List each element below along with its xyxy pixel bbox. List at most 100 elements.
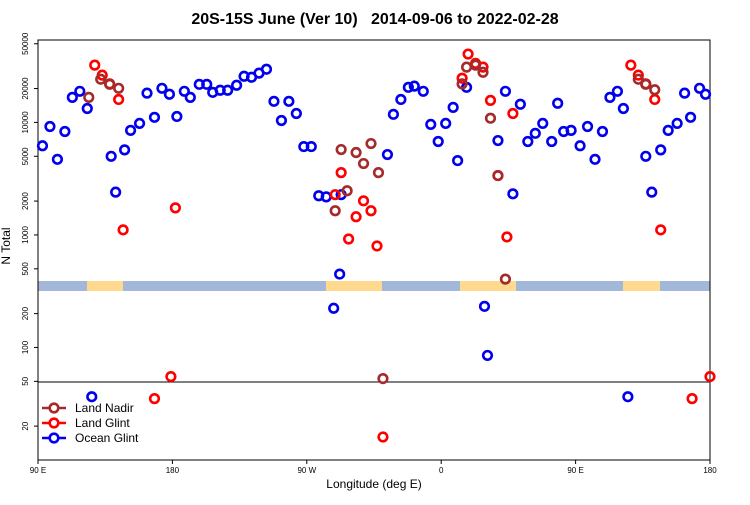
point [357, 195, 370, 207]
point [581, 120, 594, 133]
point [537, 117, 549, 130]
point [460, 61, 473, 73]
point [684, 111, 697, 123]
point [522, 135, 534, 148]
point [402, 81, 414, 93]
point [596, 125, 609, 138]
point [334, 268, 346, 280]
y-tick-label: 2000 [21, 192, 30, 210]
point [395, 93, 407, 106]
point [589, 153, 601, 165]
x-tick-label: 180 [703, 466, 717, 475]
point [335, 143, 347, 156]
point [335, 167, 347, 179]
y-tick-label: 500 [21, 262, 30, 276]
y-tick-label: 20 [21, 421, 30, 430]
point [574, 140, 586, 152]
point [113, 93, 125, 106]
point [357, 157, 370, 170]
point [640, 78, 652, 90]
point [341, 185, 353, 197]
point [231, 79, 243, 91]
point [456, 78, 468, 90]
point [83, 91, 95, 103]
point [671, 117, 683, 130]
point [408, 80, 420, 92]
point [632, 73, 644, 85]
point [432, 135, 444, 148]
point [141, 87, 153, 99]
point [163, 88, 176, 100]
point [481, 349, 494, 362]
point [492, 134, 504, 147]
point [66, 91, 78, 103]
legend-label: Land Nadir [75, 401, 134, 415]
point [377, 431, 389, 443]
point [499, 85, 512, 97]
point [514, 98, 526, 110]
point [655, 144, 667, 156]
point [156, 82, 168, 94]
point [662, 124, 674, 136]
point [649, 84, 661, 96]
point [649, 93, 661, 106]
point [350, 146, 362, 159]
point [133, 117, 146, 130]
y-tick-label: 1000 [21, 225, 30, 243]
point [305, 140, 317, 153]
point [171, 110, 183, 123]
point [268, 95, 280, 107]
point [89, 59, 101, 71]
point [440, 117, 452, 130]
point [119, 144, 131, 156]
point [552, 97, 564, 109]
point [275, 114, 288, 127]
point [81, 102, 93, 115]
point [320, 191, 332, 203]
point [95, 73, 107, 85]
point [632, 69, 644, 81]
point [350, 211, 362, 223]
legend-marker [48, 402, 60, 414]
point [283, 95, 295, 107]
point [484, 94, 497, 106]
point [104, 78, 116, 90]
legend-label: Land Glint [75, 416, 130, 430]
point [452, 154, 464, 167]
point [611, 85, 624, 97]
point [617, 102, 629, 115]
point [105, 150, 117, 162]
point [469, 59, 482, 71]
y-tick-label: 100 [21, 340, 30, 354]
point [693, 82, 706, 94]
point [110, 186, 122, 198]
legend-marker [48, 417, 60, 429]
x-tick-label: 90 W [297, 466, 316, 475]
legend-label: Ocean Glint [75, 431, 139, 445]
point [462, 48, 474, 60]
point [646, 186, 658, 198]
x-tick-label: 90 E [30, 466, 46, 475]
y-tick-label: 5000 [21, 147, 30, 165]
point [501, 231, 513, 243]
point [51, 153, 64, 165]
point [36, 140, 49, 152]
x-tick-label: 180 [166, 466, 180, 475]
point [377, 372, 389, 385]
point [499, 273, 512, 285]
point [371, 240, 383, 252]
point [478, 300, 491, 312]
point [329, 205, 341, 217]
point [484, 112, 497, 124]
point [124, 124, 137, 136]
x-axis-label: Longitude (deg E) [326, 477, 421, 491]
surface-strip [38, 281, 710, 291]
point [655, 224, 667, 236]
point [679, 87, 691, 99]
point [425, 118, 437, 131]
y-tick-label: 20000 [21, 77, 30, 100]
point [290, 107, 302, 120]
point [477, 66, 489, 78]
point [169, 202, 181, 214]
